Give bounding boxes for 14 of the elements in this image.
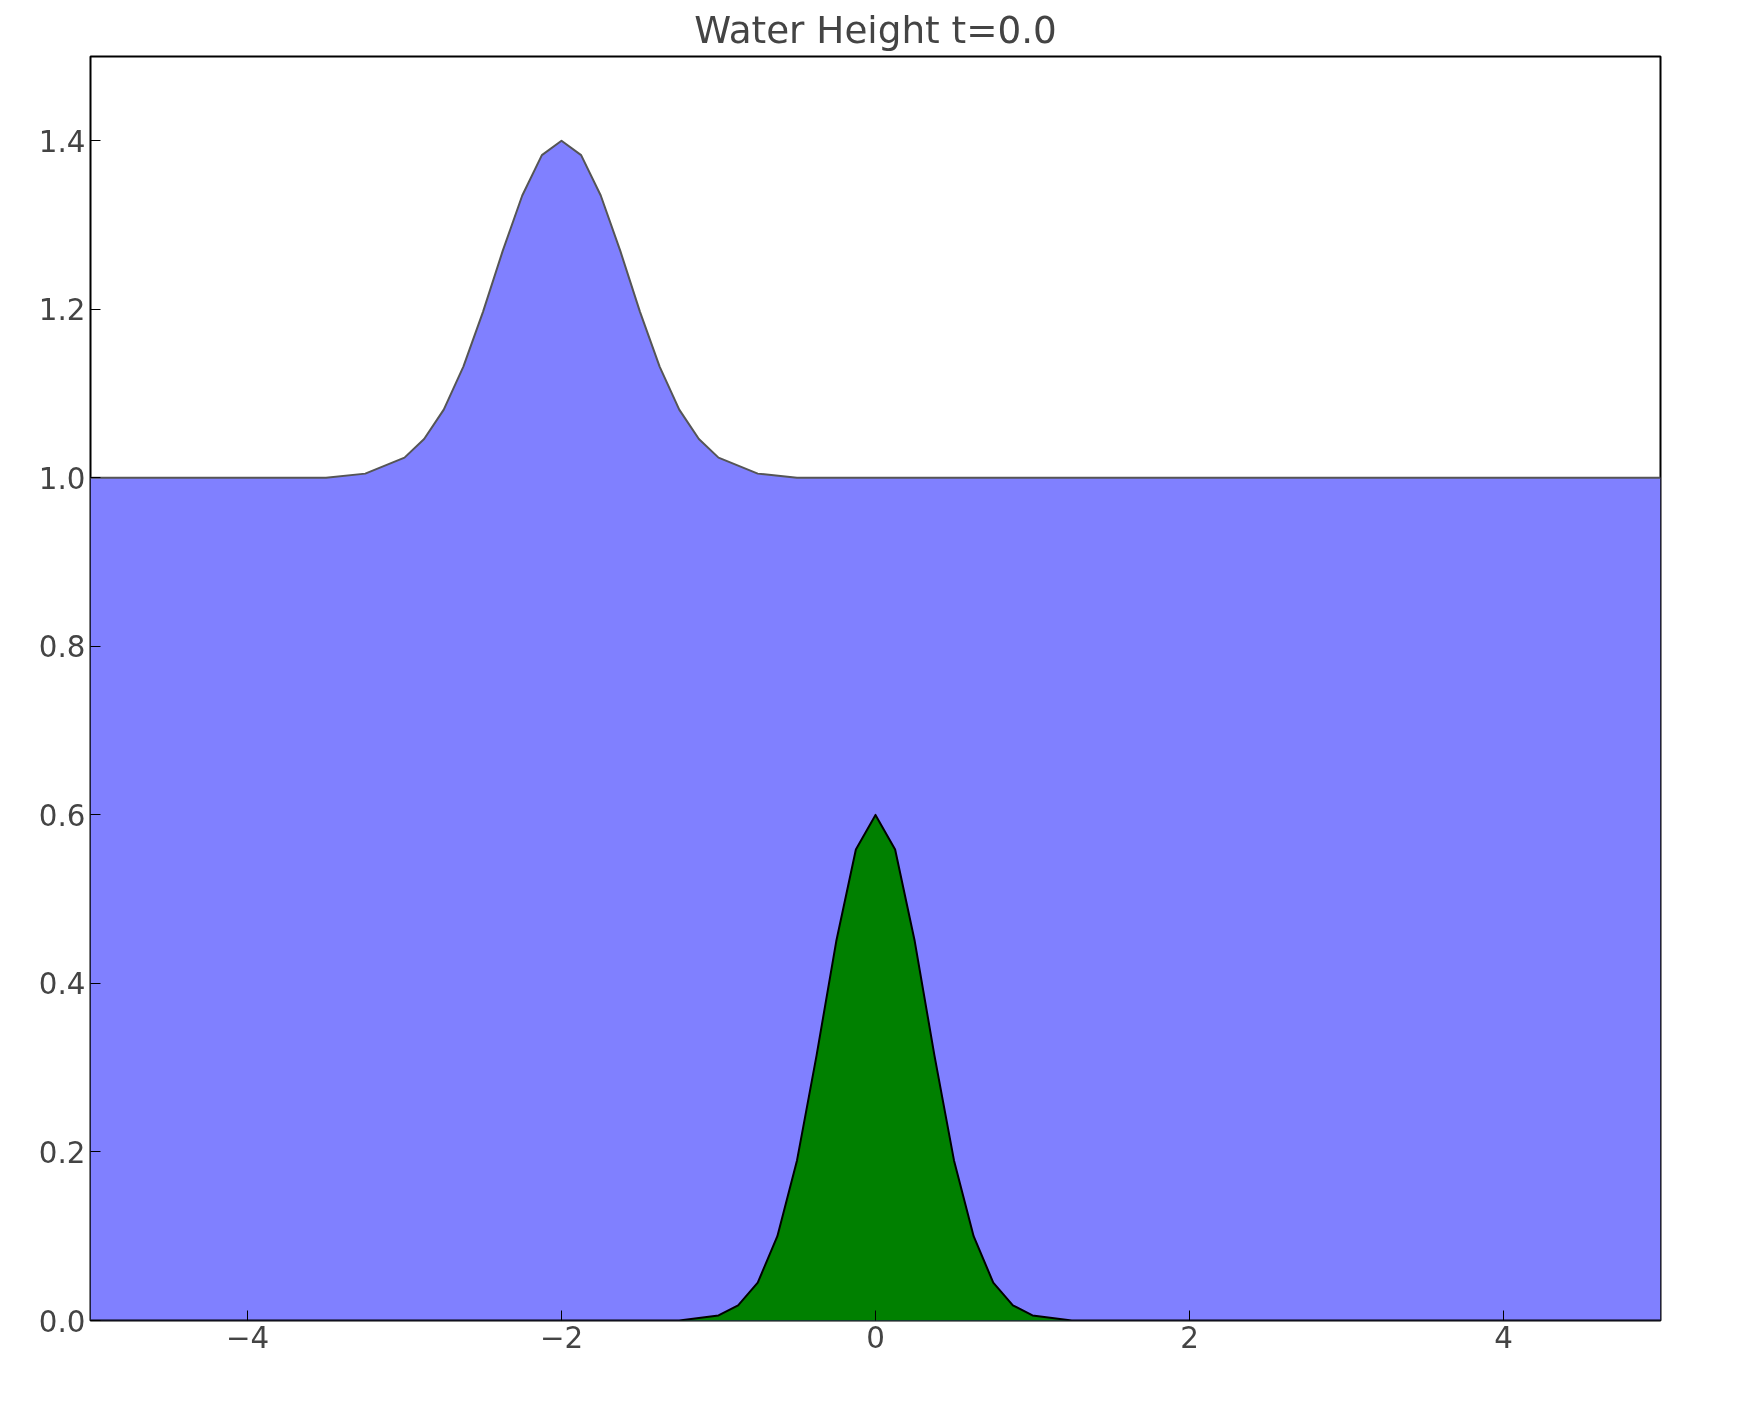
y-tick-label: 0.0 <box>38 1304 86 1339</box>
x-tick-label: 4 <box>1494 1320 1513 1355</box>
y-tick-label: 0.6 <box>38 798 86 833</box>
x-tick-label: −4 <box>225 1320 270 1355</box>
chart-title: Water Height t=0.0 <box>694 7 1057 52</box>
y-tick-label: 0.8 <box>38 630 86 665</box>
y-tick-label: 0.4 <box>38 967 86 1002</box>
x-tick-label: 2 <box>1180 1320 1199 1355</box>
y-tick-label: 1.0 <box>38 461 86 496</box>
x-tick-label: −2 <box>539 1320 584 1355</box>
y-tick-label: 1.2 <box>38 293 86 328</box>
y-tick-label: 1.4 <box>38 124 86 159</box>
y-tick-label: 0.2 <box>38 1135 86 1170</box>
x-tick-label: 0 <box>866 1320 885 1355</box>
